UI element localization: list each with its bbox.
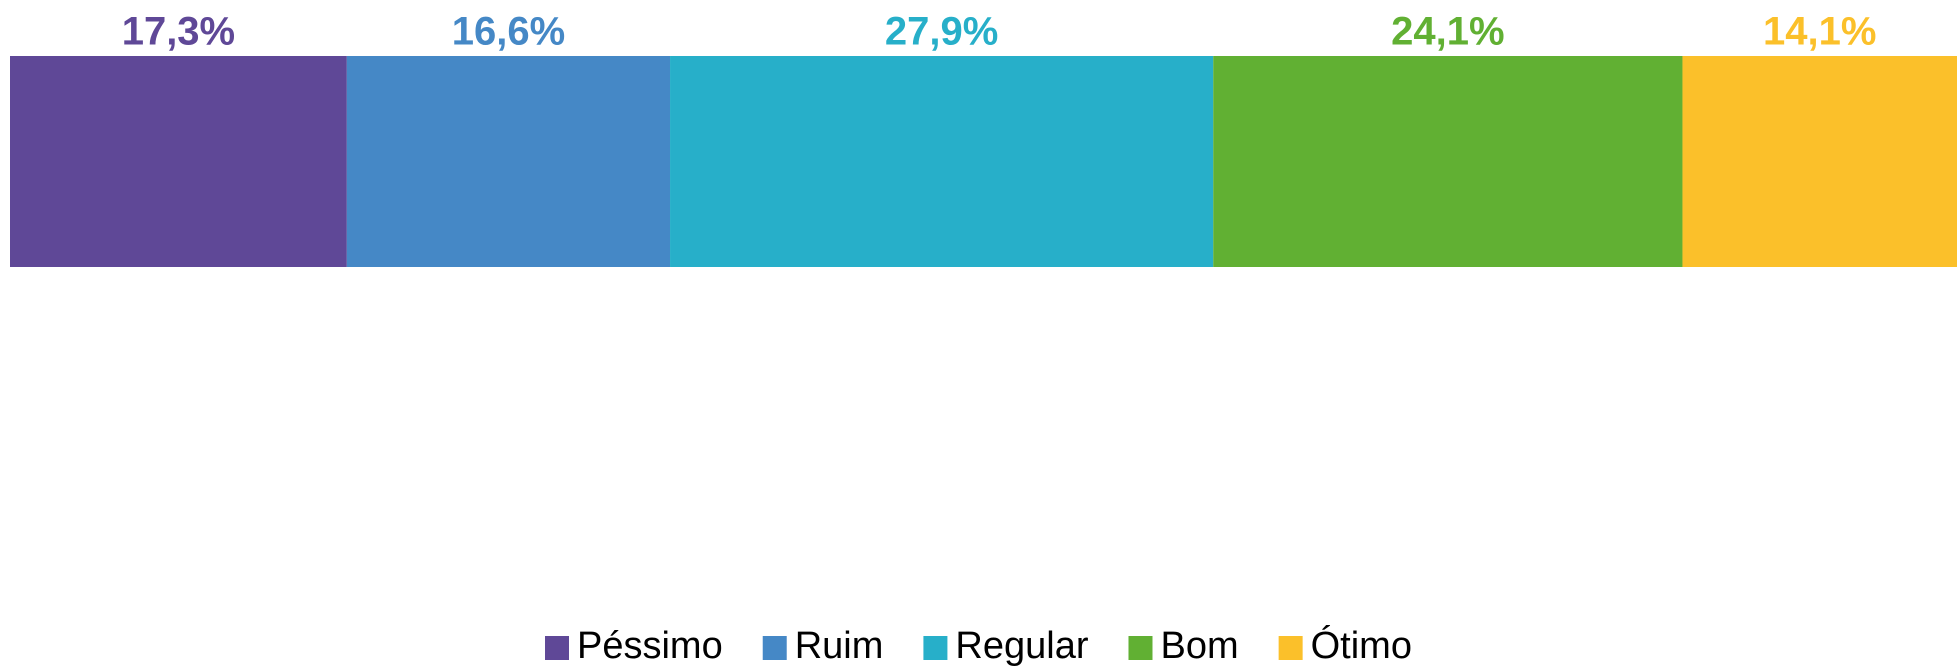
legend-label: Péssimo	[577, 625, 723, 667]
legend-label: Ótimo	[1311, 624, 1412, 667]
legend-swatch	[762, 636, 787, 660]
legend-swatch	[545, 636, 570, 660]
value-label: 16,6%	[452, 10, 565, 54]
value-label: 24,1%	[1391, 10, 1504, 54]
value-label: 27,9%	[885, 10, 998, 54]
bar-segment	[10, 56, 347, 267]
legend-swatch	[923, 636, 948, 660]
bar-segment	[1682, 56, 1957, 267]
bar-segment	[346, 56, 671, 267]
legend-label: Ruim	[795, 625, 884, 667]
legend-swatch	[1278, 636, 1303, 660]
bar-segment	[670, 56, 1214, 267]
bar-segment	[1213, 56, 1683, 267]
legend-label: Regular	[955, 625, 1088, 667]
value-label: 14,1%	[1763, 10, 1876, 54]
legend-label: Bom	[1160, 625, 1238, 667]
value-label: 17,3%	[122, 10, 235, 54]
legend-swatch	[1128, 636, 1153, 660]
